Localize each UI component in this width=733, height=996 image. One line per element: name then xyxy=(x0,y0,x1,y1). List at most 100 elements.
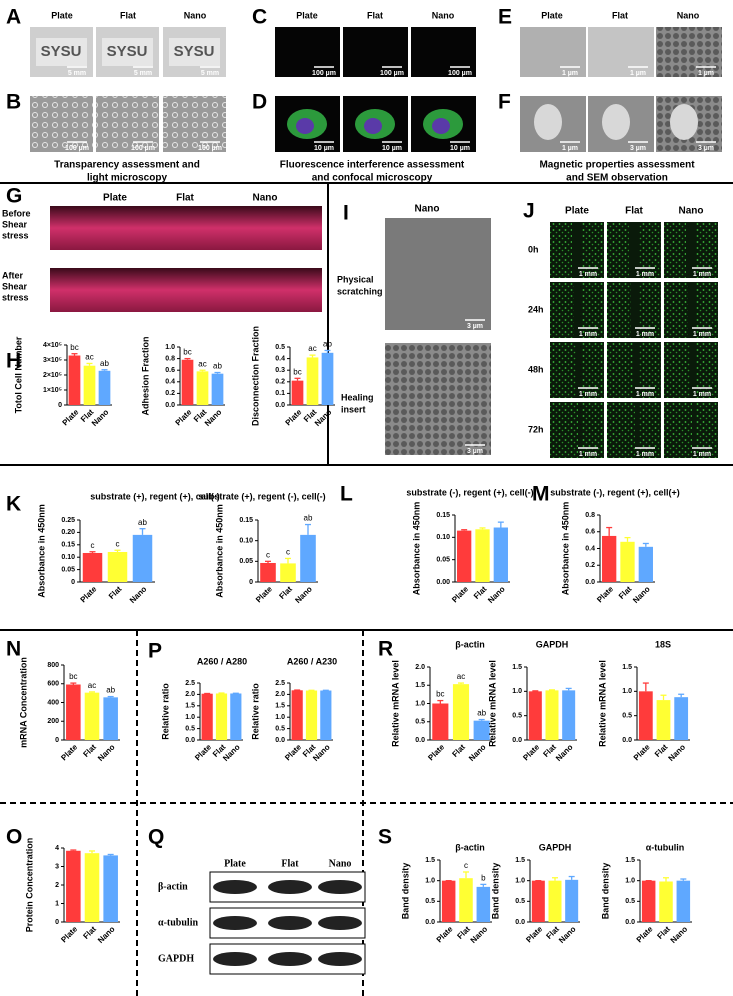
scratch xyxy=(631,282,639,338)
band xyxy=(213,880,257,894)
x-tick-label: Nano xyxy=(96,924,117,945)
y-tick-label: 0.5 xyxy=(275,344,285,351)
x-tick-label: Flat xyxy=(107,584,124,601)
cell xyxy=(534,104,562,140)
x-tick-label: Plate xyxy=(59,924,79,944)
bar xyxy=(656,700,671,740)
bar xyxy=(230,693,242,740)
y-tick-label: 2.0 xyxy=(415,664,425,671)
scale-bar-label: 100 µm xyxy=(65,145,89,152)
y-tick-label: 2×10⁵ xyxy=(43,372,62,379)
bar xyxy=(476,886,491,922)
scratch xyxy=(692,402,696,458)
bar xyxy=(291,690,303,740)
y-tick-label: 0.2 xyxy=(165,390,175,397)
bar xyxy=(562,690,576,740)
bar xyxy=(459,878,473,922)
y-tick-label: 1.0 xyxy=(425,878,435,885)
y-tick-label: 1.0 xyxy=(512,688,522,695)
scale-bar-label: 100 µm xyxy=(312,70,336,77)
y-axis-label: Band density xyxy=(600,863,610,920)
column-label: Plate xyxy=(565,206,589,217)
scale-bar-label: 100 µm xyxy=(131,145,155,152)
column-label: Nano xyxy=(415,204,440,215)
chart-title: β-actin xyxy=(455,842,485,852)
x-tick-label: Flat xyxy=(450,742,467,759)
column-label: Flat xyxy=(367,10,383,20)
y-axis-label: Relative ratio xyxy=(250,683,260,740)
y-tick-label: 2.0 xyxy=(275,691,285,698)
nucleus xyxy=(432,118,450,134)
y-tick-label: 0.4 xyxy=(585,545,595,552)
panel-letter: P xyxy=(148,640,162,663)
sample xyxy=(102,38,153,66)
panel-letter: J xyxy=(523,200,535,223)
panel-letter: L xyxy=(340,483,353,506)
x-tick-label: Nano xyxy=(96,742,117,763)
photo xyxy=(50,206,322,250)
y-tick-label: 0.6 xyxy=(165,367,175,374)
cell xyxy=(670,104,698,140)
sample-text: SYSU xyxy=(41,43,82,60)
y-tick-label: 0.5 xyxy=(512,713,522,720)
row-label: Healing xyxy=(341,392,374,402)
row-label: Shear xyxy=(2,219,28,229)
scale-bar-label: 100 µm xyxy=(380,70,404,77)
y-axis-label: Band density xyxy=(400,863,410,920)
y-tick-label: 0.5 xyxy=(515,898,525,905)
sample-text: SYSU xyxy=(107,43,148,60)
y-axis-label: Absorbance in 450nm xyxy=(36,504,46,598)
y-tick-label: 0.0 xyxy=(585,579,595,586)
column-label: Flat xyxy=(281,858,299,869)
y-tick-label: 0.0 xyxy=(622,737,632,744)
value-label: ab xyxy=(304,514,313,523)
y-tick-label: 2.0 xyxy=(185,691,195,698)
y-tick-label: 1.0 xyxy=(275,714,285,721)
bar xyxy=(306,357,319,405)
y-tick-label: 0.15 xyxy=(239,517,253,524)
scale-bar-label: 3 µm xyxy=(467,323,483,330)
y-axis-label: Absorbance in 450nm xyxy=(411,502,421,596)
caption: Fluorescence interference assessment xyxy=(280,160,465,171)
sample xyxy=(169,38,220,66)
scratch xyxy=(686,222,696,278)
separators xyxy=(0,182,733,996)
y-tick-label: 0.05 xyxy=(61,566,75,573)
y-tick-label: 0.15 xyxy=(436,512,450,519)
y-tick-label: 4 xyxy=(55,845,59,852)
y-tick-label: 0 xyxy=(71,579,75,586)
x-tick-label: Nano xyxy=(467,742,488,763)
panel-letter: D xyxy=(252,91,267,114)
x-tick-label: Plate xyxy=(79,584,99,604)
y-tick-label: 0 xyxy=(58,402,62,409)
y-tick-label: 0 xyxy=(249,579,253,586)
x-tick-label: Plate xyxy=(632,742,652,762)
y-tick-label: 1.5 xyxy=(625,857,635,864)
chart-title: substrate (+), regent (-), cell(-) xyxy=(198,491,325,501)
scale-bar-label: 1 mm xyxy=(636,331,654,338)
caption: Transparency assessment and xyxy=(54,160,200,171)
panel-letter: O xyxy=(6,826,22,849)
scale-bar-label: 3 µm xyxy=(698,145,714,152)
scale-bar-label: 1 mm xyxy=(693,391,711,398)
image xyxy=(411,27,476,77)
value-label: ab xyxy=(138,518,147,527)
scale-bar-label: 1 mm xyxy=(579,391,597,398)
y-tick-label: 3×10⁵ xyxy=(43,357,62,364)
y-tick-label: 1×10⁵ xyxy=(43,387,62,394)
bar xyxy=(107,551,128,582)
row-label: 24h xyxy=(528,304,544,314)
column-label: Flat xyxy=(120,10,136,20)
bar xyxy=(565,879,579,922)
column-label: Nano xyxy=(184,10,207,20)
bar xyxy=(260,562,276,582)
y-tick-label: 0.0 xyxy=(625,919,635,926)
y-axis-label: Relative mRNA level xyxy=(390,660,400,747)
chart-title: A260 / A230 xyxy=(287,656,337,666)
scale-bar-label: 1 mm xyxy=(693,331,711,338)
column-label: Plate xyxy=(296,10,318,20)
y-tick-label: 0.00 xyxy=(436,579,450,586)
row-label: 48h xyxy=(528,364,544,374)
column-label: Flat xyxy=(612,10,628,20)
value-label: ab xyxy=(106,686,115,695)
